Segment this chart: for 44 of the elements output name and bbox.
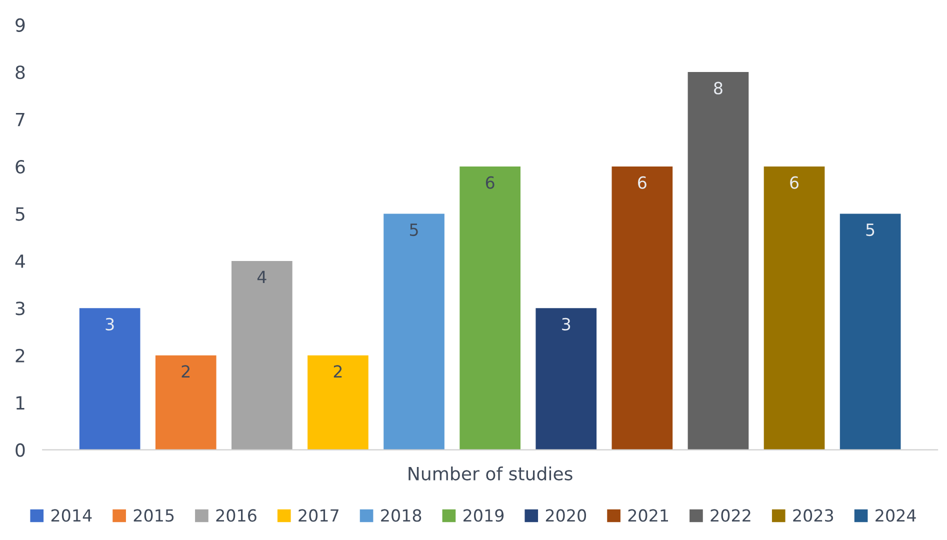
- data-label: 3: [106, 318, 114, 331]
- data-label: 6: [638, 176, 646, 189]
- y-tick-label: 6: [16, 160, 25, 174]
- legend-label: 2024: [876, 509, 916, 522]
- data-label: 5: [866, 224, 874, 236]
- legend-label: 2023: [793, 509, 834, 522]
- y-tick-label: 7: [16, 112, 24, 126]
- y-tick-label: 5: [16, 207, 24, 221]
- bar: [840, 214, 901, 450]
- data-label: 2: [182, 365, 190, 378]
- y-tick-label: 1: [16, 396, 24, 410]
- y-tick-label: 3: [16, 302, 24, 316]
- x-tick-label: Number of studies: [408, 466, 572, 480]
- data-label: 3: [562, 318, 570, 331]
- bar: [308, 355, 368, 450]
- legend-label: 2021: [628, 509, 668, 522]
- data-label: 4: [257, 270, 266, 284]
- y-tick-label: 0: [16, 443, 25, 457]
- bar: [155, 355, 216, 450]
- y-tick-label: 4: [15, 254, 25, 268]
- bar: [612, 166, 673, 450]
- bar: [536, 308, 597, 450]
- bar: [384, 214, 444, 450]
- bar: [764, 166, 825, 450]
- bar: [688, 72, 749, 450]
- data-label: 8: [714, 82, 722, 94]
- legend-label: 2014: [51, 509, 92, 522]
- legend-label: 2018: [381, 509, 422, 522]
- legend-label: 2022: [710, 509, 750, 522]
- data-label: 6: [486, 176, 494, 189]
- bar: [460, 166, 520, 450]
- data-label: 6: [790, 176, 799, 189]
- legend-label: 2019: [464, 509, 504, 522]
- y-tick-label: 9: [16, 18, 25, 32]
- y-tick-label: 8: [16, 66, 25, 80]
- legend-label: 2016: [216, 509, 256, 522]
- legend-label: 2017: [298, 509, 338, 522]
- bar: [232, 260, 292, 450]
- legend-label: 2020: [546, 509, 586, 522]
- legend-label: 2015: [134, 509, 174, 522]
- data-label: 5: [410, 224, 418, 236]
- data-label: 2: [334, 365, 342, 378]
- bar: [79, 308, 140, 450]
- y-tick-label: 2: [16, 348, 24, 362]
